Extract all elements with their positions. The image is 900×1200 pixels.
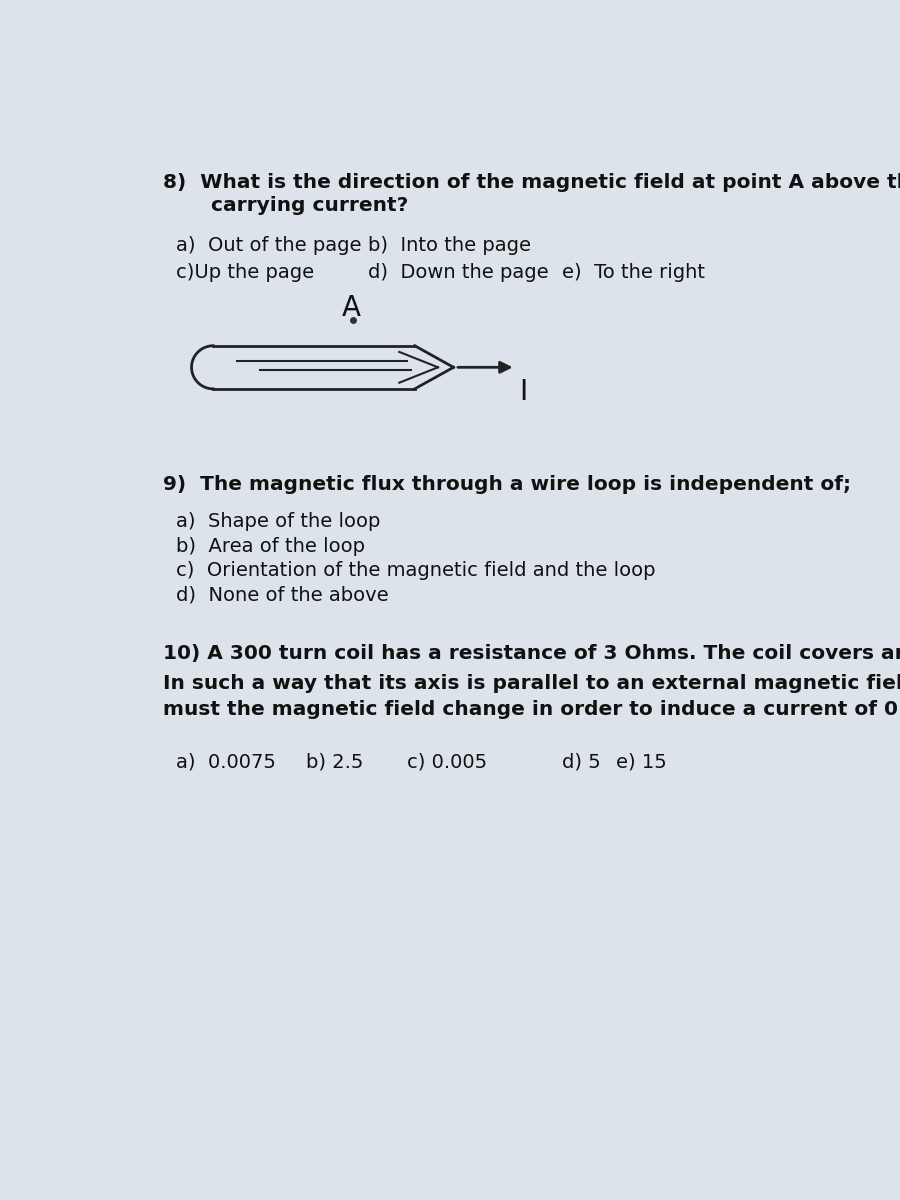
- Text: b)  Into the page: b) Into the page: [368, 236, 531, 256]
- Text: a)  Out of the page: a) Out of the page: [176, 236, 362, 256]
- Text: c) 0.005: c) 0.005: [407, 752, 487, 772]
- Text: c)Up the page: c)Up the page: [176, 263, 314, 282]
- Text: d)  None of the above: d) None of the above: [176, 586, 389, 605]
- Text: d)  Down the page: d) Down the page: [368, 263, 549, 282]
- Text: e)  To the right: e) To the right: [562, 263, 705, 282]
- Text: 8)  What is the direction of the magnetic field at point A above the wire: 8) What is the direction of the magnetic…: [163, 173, 900, 192]
- Text: A: A: [342, 294, 361, 322]
- Text: 10) A 300 turn coil has a resistance of 3 Ohms. The coil covers an area of 15 cm: 10) A 300 turn coil has a resistance of …: [163, 644, 900, 664]
- Text: e) 15: e) 15: [616, 752, 667, 772]
- Text: carrying current?: carrying current?: [176, 197, 409, 215]
- Text: In such a way that its axis is parallel to an external magnetic field. At what r: In such a way that its axis is parallel …: [163, 673, 900, 692]
- Text: c)  Orientation of the magnetic field and the loop: c) Orientation of the magnetic field and…: [176, 562, 655, 581]
- Text: d) 5: d) 5: [562, 752, 601, 772]
- Text: must the magnetic field change in order to induce a current of 0.75A in the coil: must the magnetic field change in order …: [163, 700, 900, 719]
- Text: 9)  The magnetic flux through a wire loop is independent of;: 9) The magnetic flux through a wire loop…: [163, 475, 850, 494]
- Text: a)  Shape of the loop: a) Shape of the loop: [176, 512, 381, 532]
- Text: b)  Area of the loop: b) Area of the loop: [176, 536, 365, 556]
- Text: b) 2.5: b) 2.5: [306, 752, 364, 772]
- Text: a)  0.0075: a) 0.0075: [176, 752, 276, 772]
- Text: I: I: [519, 378, 527, 406]
